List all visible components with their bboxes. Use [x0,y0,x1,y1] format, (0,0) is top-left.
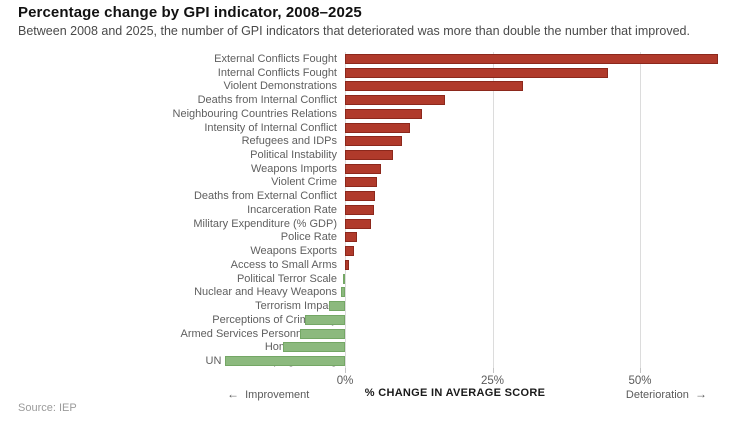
deterioration-bar [345,232,357,243]
bar-row: Refugees and IDPs [0,134,750,148]
improvement-bar [342,273,345,284]
category-label: Police Rate [280,231,337,244]
left-arrow-icon: ← [227,387,239,401]
gridline [492,52,494,368]
deterioration-bar [345,53,719,64]
deterioration-bar [345,136,403,147]
gridline [640,52,641,368]
bar-row: Deaths from Internal Conflict [0,93,750,107]
improvement-text: Improvement [245,389,310,401]
bar-row: Weapons Exports [0,244,750,258]
bar-row: Terrorism Impact [0,299,750,313]
deterioration-bar [345,259,349,270]
category-label: Political Terror Scale [236,272,337,285]
x-axis-annotations: ← Improvement % CHANGE IN AVERAGE SCORE … [0,387,750,403]
category-label: Terrorism Impact [255,300,337,313]
deterioration-bar [345,150,394,160]
bar-row: Military Expenditure (% GDP) [0,217,750,231]
category-label: Access to Small Arms [230,258,337,271]
category-label: Violent Crime [271,176,337,189]
category-label: Intensity of Internal Conflict [204,121,337,134]
category-label: Military Expenditure (% GDP) [193,217,337,230]
improvement-bar [340,287,345,298]
category-label: External Conflicts Fought [214,52,337,65]
deterioration-bar [345,191,376,202]
deterioration-bar [345,81,524,92]
x-tick-label: 0% [336,375,354,387]
category-label: Neighbouring Countries Relations [172,107,337,120]
bar-row: Violent Demonstrations [0,79,750,93]
bar-row: Homicide Rate [0,340,750,354]
bar-row: Neighbouring Countries Relations [0,107,750,121]
deterioration-bar [345,67,609,78]
bar-row: Perceptions of Criminality [0,313,750,327]
improvement-bar [329,301,345,312]
bar-row: Armed Services Personnel Rate [0,327,750,341]
category-label: Deaths from External Conflict [193,190,337,203]
x-tick-mark [345,368,346,373]
category-label: Perceptions of Criminality [212,313,337,326]
improvement-label: ← Improvement [227,387,309,401]
x-axis-title: % CHANGE IN AVERAGE SCORE [364,387,546,399]
deterioration-bar [345,108,422,119]
bar-row: Incarceration Rate [0,203,750,217]
category-label: Incarceration Rate [247,203,337,216]
category-label: Political Instability [250,149,337,161]
bar-row: Intensity of Internal Conflict [0,121,750,135]
category-label: Violent Demonstrations [223,80,337,93]
bar-row: Deaths from External Conflict [0,189,750,203]
category-label: Armed Services Personnel Rate [180,327,337,340]
x-tick-label: 50% [628,375,652,387]
x-tick-mark [492,368,494,373]
improvement-bar [225,356,345,367]
improvement-bar [299,328,345,339]
bar-row: UN Peacekeeping Funding [0,354,750,368]
improvement-bar [283,342,345,353]
bar-row: Nuclear and Heavy Weapons [0,285,750,299]
deterioration-bar [345,218,371,229]
deterioration-bar [345,95,446,106]
category-label: Internal Conflicts Fought [217,66,337,79]
category-label: Refugees and IDPs [241,135,337,148]
bar-row: Police Rate [0,231,750,245]
source-note: Source: IEP [18,402,77,414]
category-label: Weapons Imports [250,162,337,175]
deterioration-bar [345,163,381,174]
bar-row: Weapons Imports [0,162,750,176]
deterioration-text: Deterioration [625,389,689,401]
chart-title: Percentage change by GPI indicator, 2008… [18,4,362,21]
bar-rows: External Conflicts Fought Internal Confli… [0,52,750,368]
bar-row: Political Instability [0,148,750,162]
improvement-bar [304,314,345,325]
deterioration-bar [345,122,410,133]
category-label: Deaths from Internal Conflict [197,94,337,107]
bar-row: External Conflicts Fought [0,52,750,66]
x-tick-mark [640,368,641,373]
bar-row: Internal Conflicts Fought [0,66,750,80]
category-label: Weapons Exports [250,245,337,258]
deterioration-bar [345,177,377,188]
bar-row: Political Terror Scale [0,272,750,286]
deterioration-bar [345,246,354,257]
deterioration-bar [345,204,374,215]
x-tick-label: 25% [480,375,505,387]
deterioration-label: Deterioration → [626,387,707,401]
bar-row: Violent Crime [0,176,750,190]
plot-area: External Conflicts Fought Internal Confli… [0,52,750,387]
bar-row: Access to Small Arms [0,258,750,272]
right-arrow-icon: → [695,387,707,401]
category-label: Nuclear and Heavy Weapons [194,286,337,299]
chart-subtitle: Between 2008 and 2025, the number of GPI… [18,24,690,38]
